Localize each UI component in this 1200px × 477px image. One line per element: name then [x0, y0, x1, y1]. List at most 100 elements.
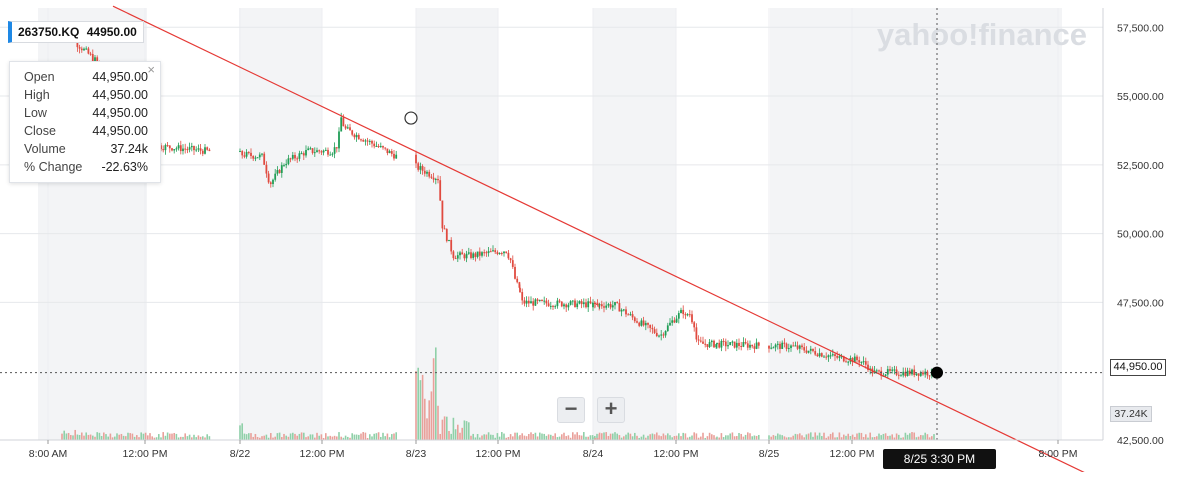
candle-body — [481, 252, 483, 256]
volume-bar — [116, 433, 118, 440]
candle-body — [76, 41, 79, 48]
volume-bar — [287, 436, 290, 440]
candle-body — [377, 145, 380, 147]
x-tick-label: 12:00 PM — [476, 448, 521, 460]
volume-bar — [620, 437, 623, 440]
candle-body — [838, 356, 841, 358]
candle-body — [201, 150, 204, 154]
volume-bar — [552, 435, 554, 440]
volume-bar — [441, 419, 444, 440]
zoom-out-button[interactable]: − — [557, 397, 585, 423]
volume-bar — [463, 420, 466, 440]
volume-bar — [142, 433, 145, 440]
candle-body — [384, 147, 387, 149]
volume-bar — [895, 433, 898, 440]
candle-body — [291, 154, 294, 159]
candle-body — [772, 347, 775, 349]
candle-body — [794, 345, 797, 347]
volume-bar — [669, 435, 671, 440]
candle-body — [618, 303, 621, 312]
volume-bar — [186, 436, 189, 440]
candle-body — [89, 53, 92, 55]
session-band — [593, 8, 676, 440]
volume-bar — [424, 398, 426, 440]
candle-body — [653, 329, 656, 333]
volume-bar — [556, 437, 559, 440]
candle-body — [421, 166, 424, 171]
volume-bar — [749, 433, 751, 440]
volume-bar — [320, 434, 323, 440]
volume-bar — [294, 433, 296, 440]
candle-body — [386, 148, 389, 154]
candle-body — [742, 342, 745, 347]
candle-body — [928, 375, 931, 377]
volume-bar — [309, 434, 312, 440]
candle-body — [746, 343, 749, 348]
candle-body — [858, 360, 861, 363]
volume-bar — [706, 436, 709, 440]
volume-bar — [580, 435, 583, 440]
volume-bar — [382, 432, 384, 440]
candle-body — [708, 342, 711, 348]
volume-bar — [671, 437, 673, 440]
volume-bar — [419, 380, 422, 440]
volume-bar — [465, 421, 468, 440]
candle-body — [664, 330, 667, 336]
volume-bar — [120, 433, 123, 440]
ohlc-row-volume: Volume 37.24k — [24, 140, 148, 158]
volume-bar — [567, 435, 570, 440]
candle-body — [256, 157, 259, 159]
candle-body — [316, 150, 318, 153]
candle-body — [915, 373, 918, 376]
volume-bar — [208, 436, 211, 440]
y-tick-label: 52,500.00 — [1117, 160, 1164, 172]
volume-bar — [576, 432, 578, 440]
volume-bar — [96, 432, 98, 440]
candle-body — [836, 356, 839, 358]
volume-bar — [603, 432, 605, 440]
volume-bar — [202, 436, 204, 440]
candle-body — [729, 342, 732, 346]
volume-bar — [693, 432, 695, 440]
volume-bar — [76, 434, 79, 440]
volume-bar — [162, 432, 164, 440]
volume-bar — [333, 435, 336, 440]
volume-bar — [550, 434, 552, 440]
volume-bar — [731, 432, 734, 440]
candle-body — [749, 344, 751, 348]
volume-bar — [587, 436, 589, 440]
candle-body — [781, 342, 784, 349]
candle-body — [509, 258, 512, 261]
volume-bar — [457, 424, 459, 440]
volume-bar — [114, 436, 116, 440]
candle-body — [774, 344, 777, 348]
candle-body — [193, 145, 195, 151]
ohlc-row-high: High 44,950.00 — [24, 86, 148, 104]
candle-body — [840, 356, 843, 358]
trendline[interactable] — [112, 5, 1103, 477]
candle-body — [554, 306, 557, 308]
volume-bar — [443, 416, 446, 440]
candle-body — [847, 361, 850, 363]
last-price-marker[interactable] — [931, 366, 943, 379]
volume-bar — [545, 435, 548, 440]
candle-body — [684, 314, 687, 316]
volume-bar — [503, 433, 505, 440]
zoom-in-button[interactable]: + — [597, 397, 625, 423]
volume-bar — [653, 434, 656, 440]
volume-bar — [858, 432, 860, 440]
volume-bar — [825, 437, 827, 440]
volume-bar — [136, 435, 138, 440]
volume-bar — [691, 435, 693, 440]
volume-bar — [554, 433, 556, 440]
close-icon[interactable]: × — [147, 62, 155, 77]
trendline-anchor-handle[interactable] — [404, 111, 418, 125]
candle-body — [733, 341, 736, 348]
volume-bar — [270, 433, 272, 440]
candle-body — [669, 322, 671, 326]
candle-body — [682, 309, 685, 315]
ohlc-label: Low — [24, 106, 47, 120]
volume-bar — [561, 434, 563, 440]
candle-body — [906, 370, 909, 376]
